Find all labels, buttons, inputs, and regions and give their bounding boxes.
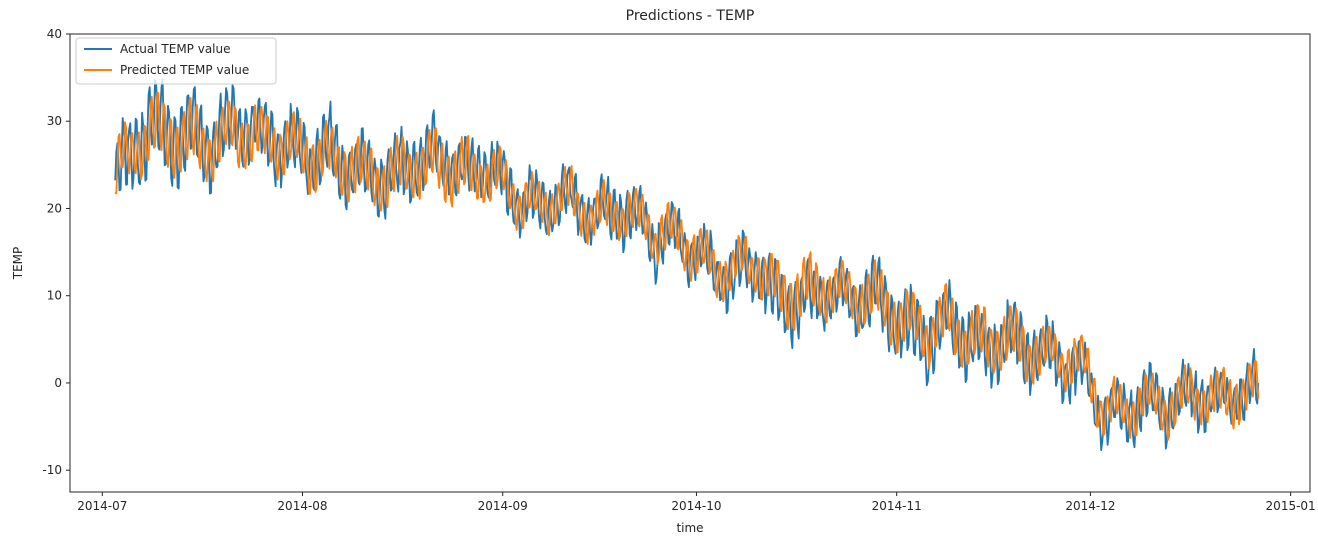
y-tick-label: 30: [47, 114, 62, 128]
y-axis-label: TEMP: [11, 247, 25, 281]
x-axis: 2014-07 2014-08 2014-09 2014-10 2014-11 2014-…: [77, 492, 1316, 513]
legend-label-actual: Actual TEMP value: [120, 42, 231, 56]
legend: Actual TEMP value Predicted TEMP value: [75, 37, 277, 85]
y-tick-label: 10: [47, 289, 62, 303]
x-tick-label: 2015-01: [1266, 499, 1316, 513]
legend-box: [75, 37, 277, 85]
x-tick-label: 2014-11: [872, 499, 922, 513]
plot-frame: [69, 33, 1311, 493]
y-tick-label: 20: [47, 201, 62, 215]
x-tick-label: 2014-12: [1065, 499, 1115, 513]
y-tick-label: 0: [54, 376, 62, 390]
x-tick-label: 2014-09: [478, 499, 528, 513]
x-tick-label: 2014-08: [277, 499, 327, 513]
x-tick-label: 2014-10: [671, 499, 721, 513]
legend-label-predicted: Predicted TEMP value: [120, 63, 249, 77]
y-axis: -10 0 10 20 30 40: [42, 27, 70, 477]
series-layer: [114, 78, 1260, 451]
y-tick-label: 40: [47, 27, 62, 41]
x-tick-label: 2014-07: [77, 499, 127, 513]
x-axis-label: time: [676, 521, 703, 535]
chart-title: Predictions - TEMP: [626, 8, 755, 24]
y-tick-label: -10: [42, 463, 62, 477]
series-line-predicted: [114, 91, 1260, 441]
